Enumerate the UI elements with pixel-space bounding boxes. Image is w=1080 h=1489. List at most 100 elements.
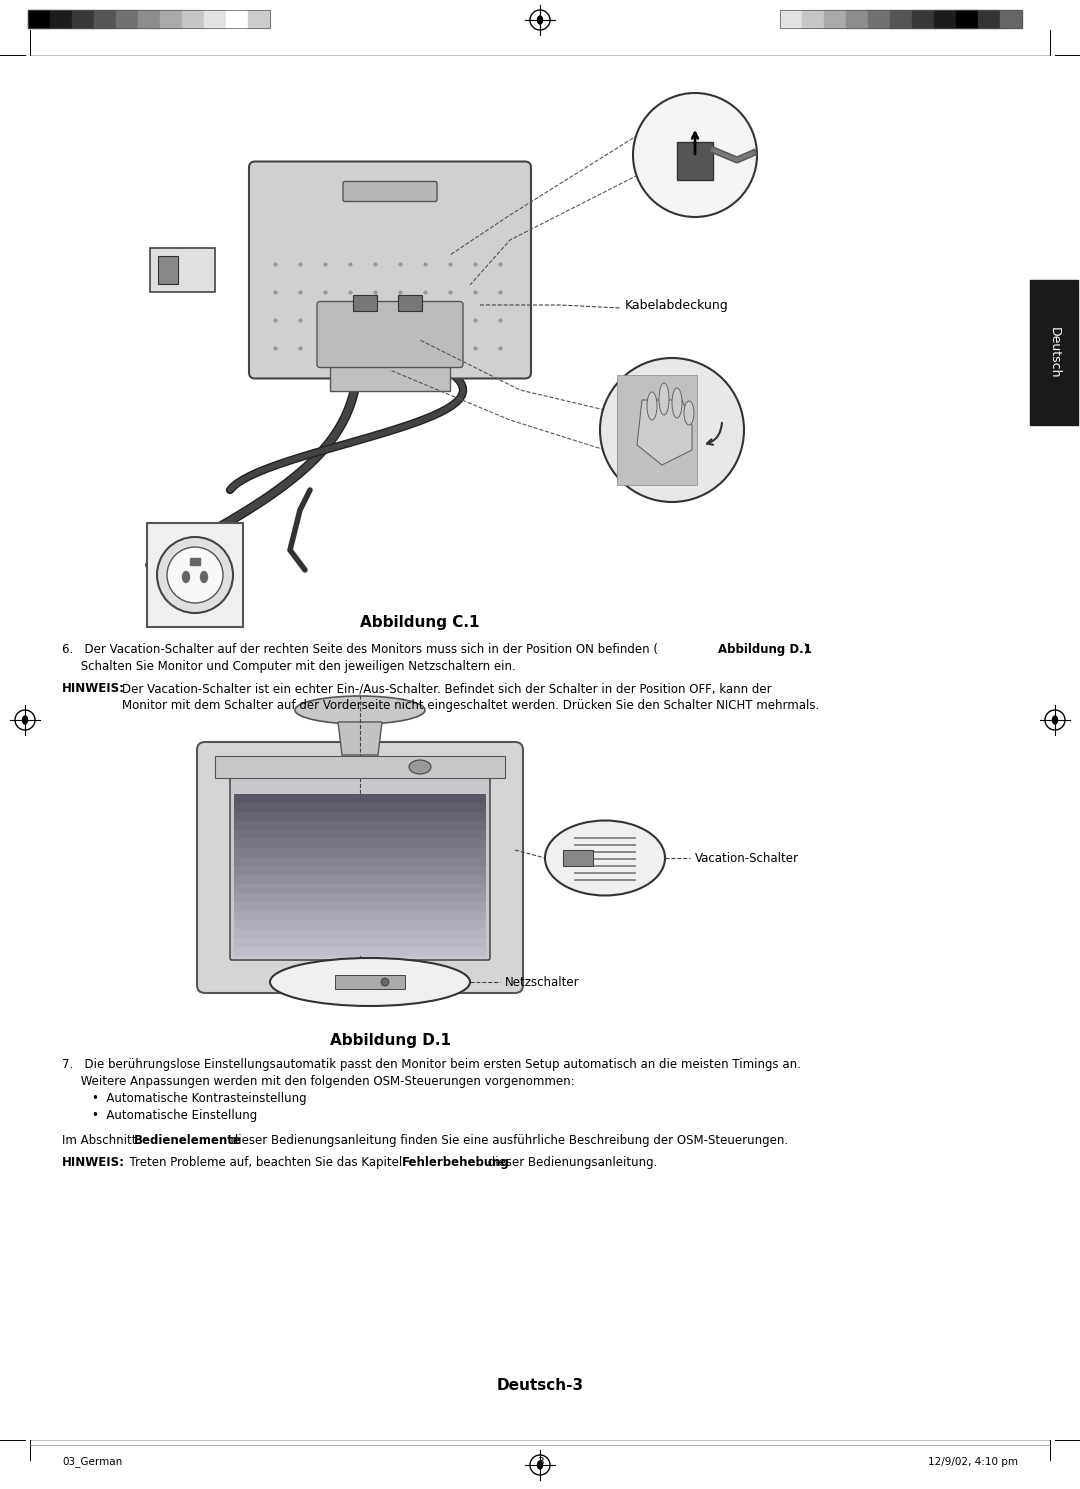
Bar bbox=[147, 523, 243, 627]
Ellipse shape bbox=[538, 16, 542, 24]
Text: Netzschalter: Netzschalter bbox=[505, 975, 580, 989]
Ellipse shape bbox=[647, 392, 657, 420]
Ellipse shape bbox=[201, 572, 207, 582]
Text: Deutsch-3: Deutsch-3 bbox=[497, 1377, 583, 1392]
Bar bbox=[158, 256, 178, 284]
Bar bbox=[28, 10, 270, 28]
Text: Im Abschnitt: Im Abschnitt bbox=[62, 1135, 140, 1147]
Bar bbox=[234, 812, 486, 820]
Text: Vacation-Schalter: Vacation-Schalter bbox=[696, 852, 799, 865]
Bar bbox=[868, 10, 890, 28]
Bar bbox=[234, 884, 486, 893]
Bar bbox=[72, 10, 94, 28]
Bar bbox=[912, 10, 934, 28]
Bar bbox=[234, 803, 486, 812]
FancyBboxPatch shape bbox=[249, 161, 531, 378]
Bar bbox=[802, 10, 824, 28]
Text: 03_German: 03_German bbox=[62, 1456, 122, 1468]
Bar bbox=[248, 10, 270, 28]
Bar bbox=[116, 10, 138, 28]
Text: Abbildung D.1: Abbildung D.1 bbox=[718, 643, 812, 657]
Circle shape bbox=[633, 92, 757, 217]
Ellipse shape bbox=[672, 389, 681, 418]
Bar bbox=[234, 947, 486, 956]
FancyBboxPatch shape bbox=[343, 182, 437, 201]
Bar bbox=[94, 10, 116, 28]
Bar bbox=[234, 929, 486, 938]
Text: Abbildung D.1: Abbildung D.1 bbox=[329, 1032, 450, 1047]
Bar bbox=[204, 10, 226, 28]
Bar bbox=[150, 249, 215, 292]
FancyBboxPatch shape bbox=[318, 301, 463, 368]
Text: Monitor mit dem Schalter auf der Vorderseite nicht eingeschaltet werden. Drücken: Monitor mit dem Schalter auf der Vorders… bbox=[122, 698, 820, 712]
Bar bbox=[190, 558, 200, 564]
Circle shape bbox=[600, 357, 744, 502]
Bar bbox=[1030, 280, 1078, 424]
FancyBboxPatch shape bbox=[197, 742, 523, 993]
Text: Der Vacation-Schalter ist ein echter Ein-/Aus-Schalter. Befindet sich der Schalt: Der Vacation-Schalter ist ein echter Ein… bbox=[122, 682, 771, 695]
Text: Treten Probleme auf, beachten Sie das Kapitel: Treten Probleme auf, beachten Sie das Ka… bbox=[122, 1155, 406, 1169]
Bar bbox=[234, 820, 486, 829]
FancyBboxPatch shape bbox=[230, 777, 490, 960]
Text: dieser Bedienungsanleitung.: dieser Bedienungsanleitung. bbox=[484, 1155, 658, 1169]
Text: •  Automatische Einstellung: • Automatische Einstellung bbox=[92, 1109, 257, 1123]
Bar bbox=[234, 938, 486, 947]
Circle shape bbox=[157, 538, 233, 613]
Ellipse shape bbox=[23, 716, 27, 724]
Text: dieser Bedienungsanleitung finden Sie eine ausführliche Beschreibung der OSM-Ste: dieser Bedienungsanleitung finden Sie ei… bbox=[227, 1135, 788, 1147]
Bar bbox=[160, 10, 183, 28]
Bar bbox=[234, 902, 486, 911]
Text: Weitere Anpassungen werden mit den folgenden OSM-Steuerungen vorgenommen:: Weitere Anpassungen werden mit den folge… bbox=[62, 1075, 575, 1088]
Text: Abbildung C.1: Abbildung C.1 bbox=[361, 615, 480, 630]
Bar bbox=[399, 295, 422, 311]
Text: 12/9/02, 4:10 pm: 12/9/02, 4:10 pm bbox=[928, 1458, 1018, 1467]
Bar bbox=[617, 375, 697, 485]
Bar bbox=[780, 10, 1022, 28]
Text: Kabelabdeckung: Kabelabdeckung bbox=[625, 298, 729, 311]
Bar bbox=[677, 141, 713, 180]
Bar bbox=[846, 10, 868, 28]
Text: Deutsch: Deutsch bbox=[1048, 326, 1061, 378]
Text: ).: ). bbox=[804, 643, 811, 657]
Bar bbox=[234, 893, 486, 902]
Bar bbox=[563, 850, 593, 867]
Ellipse shape bbox=[538, 1461, 542, 1470]
Ellipse shape bbox=[684, 401, 694, 424]
Bar bbox=[28, 10, 50, 28]
Bar bbox=[353, 295, 377, 311]
Bar bbox=[234, 867, 486, 876]
Text: 6.   Der Vacation-Schalter auf der rechten Seite des Monitors muss sich in der P: 6. Der Vacation-Schalter auf der rechten… bbox=[62, 643, 658, 657]
Bar bbox=[956, 10, 978, 28]
Bar bbox=[234, 911, 486, 920]
Circle shape bbox=[167, 546, 222, 603]
Polygon shape bbox=[338, 722, 382, 755]
Ellipse shape bbox=[545, 820, 665, 895]
Text: 3: 3 bbox=[537, 1458, 543, 1467]
Bar bbox=[50, 10, 72, 28]
Polygon shape bbox=[637, 401, 692, 465]
Bar bbox=[226, 10, 248, 28]
Bar bbox=[234, 794, 486, 803]
Bar bbox=[234, 849, 486, 858]
Bar bbox=[183, 10, 204, 28]
Bar bbox=[234, 876, 486, 884]
Ellipse shape bbox=[659, 383, 669, 415]
Text: •  Automatische Kontrasteinstellung: • Automatische Kontrasteinstellung bbox=[92, 1091, 307, 1105]
Bar bbox=[138, 10, 160, 28]
Bar bbox=[234, 920, 486, 929]
Ellipse shape bbox=[183, 572, 189, 582]
Bar bbox=[335, 975, 405, 989]
Text: Fehlerbehebung: Fehlerbehebung bbox=[402, 1155, 510, 1169]
Text: 7.   Die berührungslose Einstellungsautomatik passt den Monitor beim ersten Setu: 7. Die berührungslose Einstellungsautoma… bbox=[62, 1059, 801, 1071]
Bar bbox=[934, 10, 956, 28]
Ellipse shape bbox=[295, 695, 426, 724]
Ellipse shape bbox=[1053, 716, 1057, 724]
Text: HINWEIS:: HINWEIS: bbox=[62, 682, 125, 695]
Text: Schalten Sie Monitor und Computer mit den jeweiligen Netzschaltern ein.: Schalten Sie Monitor und Computer mit de… bbox=[62, 660, 516, 673]
Bar bbox=[234, 829, 486, 838]
Bar bbox=[234, 858, 486, 867]
Text: HINWEIS:: HINWEIS: bbox=[62, 1155, 125, 1169]
Bar bbox=[1000, 10, 1022, 28]
Bar bbox=[234, 838, 486, 849]
Text: Bedienelemente: Bedienelemente bbox=[134, 1135, 242, 1147]
